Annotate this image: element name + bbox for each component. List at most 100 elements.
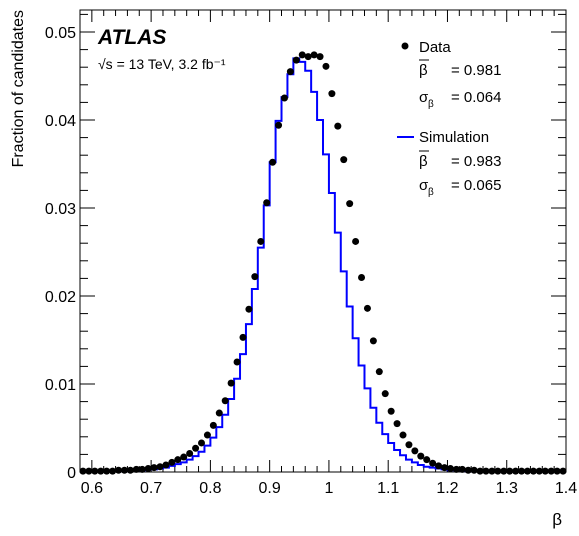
legend-data-beta-value: = 0.981 — [451, 62, 501, 79]
data-point — [547, 467, 555, 475]
data-point — [482, 467, 490, 475]
data-point — [310, 51, 318, 59]
data-point — [322, 62, 330, 70]
data-point — [512, 467, 520, 475]
data-point — [541, 467, 549, 475]
data-point — [523, 467, 531, 475]
data-point — [381, 390, 389, 398]
data-point — [446, 464, 454, 472]
data-point — [529, 467, 537, 475]
data-point — [251, 273, 259, 281]
x-tick-label: 1.2 — [436, 480, 458, 497]
legend-sim-beta-value: = 0.983 — [451, 153, 501, 170]
data-point — [168, 458, 176, 466]
data-point — [298, 51, 306, 59]
data-point — [109, 467, 117, 475]
legend-sim-sigma-value: = 0.065 — [451, 177, 501, 194]
data-point — [198, 439, 205, 447]
data-point — [340, 156, 348, 164]
data-point — [559, 467, 567, 475]
data-point — [103, 467, 111, 475]
x-tick-label: 0.9 — [259, 480, 281, 497]
data-point — [506, 467, 514, 475]
data-point — [423, 456, 431, 464]
data-point — [280, 94, 288, 102]
x-axis-ticks: 0.6 0.7 0.8 0.9 1 1.1 1.2 1.3 1.4 — [81, 10, 577, 497]
data-point — [263, 199, 271, 207]
data-point — [375, 368, 383, 376]
y-tick-label: 0.03 — [45, 201, 76, 218]
y-tick-label: 0 — [67, 465, 76, 482]
y-tick-label: 0.04 — [45, 113, 76, 130]
data-point — [186, 450, 194, 458]
x-tick-label: 1.1 — [377, 480, 399, 497]
data-point — [316, 53, 324, 61]
data-point — [97, 467, 105, 475]
data-point — [363, 304, 371, 312]
energy-luminosity-label: √s = 13 TeV, 3.2 fb⁻¹ — [98, 56, 226, 72]
data-point — [429, 459, 437, 467]
atlas-label: ATLAS — [97, 26, 166, 49]
data-point — [476, 467, 484, 475]
data-point — [393, 420, 401, 428]
data-point — [120, 466, 128, 474]
data-point — [138, 465, 146, 473]
data-point — [126, 466, 134, 474]
plot-frame — [79, 9, 567, 473]
plot-area: 0.6 0.7 0.8 0.9 1 1.1 1.2 1.3 1.4 00.010.020.030… — [45, 9, 577, 497]
data-point — [488, 467, 496, 475]
legend-data-marker — [401, 42, 409, 50]
y-axis-ticks: 0 0.01 0.02 0.03 0.04 0.05 — [45, 13, 566, 482]
data-point — [328, 90, 336, 98]
series-data-points — [79, 51, 567, 475]
y-tick-label: 0.01 — [45, 377, 76, 394]
data-point — [180, 453, 188, 461]
legend-sim-label: Simulation — [419, 129, 489, 146]
data-point — [257, 237, 265, 245]
data-point — [233, 358, 241, 366]
data-point — [209, 421, 217, 429]
data-point — [411, 447, 419, 455]
x-tick-label: 0.7 — [140, 480, 162, 497]
data-point — [334, 122, 342, 130]
data-point — [245, 305, 253, 313]
data-point — [275, 121, 283, 129]
y-tick-label: 0.02 — [45, 289, 76, 306]
data-point — [458, 465, 466, 473]
data-point — [192, 444, 200, 452]
data-point — [352, 237, 360, 245]
data-point — [405, 441, 413, 449]
data-point — [304, 53, 312, 61]
legend-data-sigma-label: σ — [419, 89, 429, 106]
data-point — [441, 464, 448, 472]
data-point — [494, 467, 502, 475]
y-axis-label: Fraction of candidates — [10, 10, 27, 167]
data-point — [227, 379, 235, 387]
data-point — [286, 68, 294, 76]
legend-sim-beta-label: β — [419, 153, 428, 170]
data-point — [292, 56, 300, 64]
data-point — [358, 274, 366, 282]
data-point — [79, 467, 87, 475]
series-simulation-line — [80, 57, 566, 473]
data-point — [464, 466, 472, 474]
legend-sim-sigma-label: σ — [419, 177, 429, 194]
legend-data-sigma-value: = 0.064 — [451, 89, 501, 106]
data-point — [91, 467, 99, 475]
data-point — [535, 467, 543, 475]
legend-data-label: Data — [419, 39, 451, 56]
data-point — [518, 467, 526, 475]
data-point — [203, 431, 211, 439]
data-point — [500, 467, 508, 475]
data-point — [239, 333, 247, 341]
data-point — [269, 158, 277, 166]
data-point — [369, 337, 377, 345]
data-point — [221, 397, 229, 405]
data-point — [162, 461, 170, 469]
data-point — [387, 407, 395, 415]
data-point — [174, 456, 182, 464]
x-tick-label: 0.8 — [199, 480, 221, 497]
data-point — [85, 467, 93, 475]
data-point — [452, 465, 460, 473]
